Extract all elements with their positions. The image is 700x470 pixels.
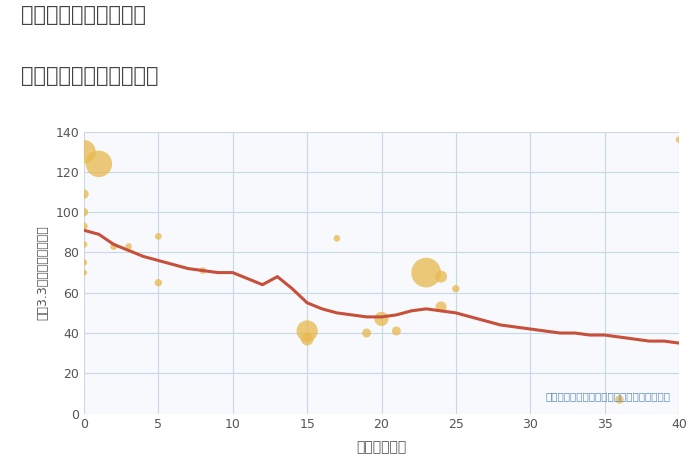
Point: [391, 327, 402, 335]
Point: [93, 160, 104, 168]
Point: [302, 327, 313, 335]
Point: [435, 273, 447, 281]
Text: 愛知県小牧市小木西の: 愛知県小牧市小木西の: [21, 5, 146, 25]
Point: [331, 235, 342, 242]
Point: [123, 243, 134, 250]
Text: 築年数別中古戸建て価格: 築年数別中古戸建て価格: [21, 66, 158, 86]
Point: [421, 269, 432, 276]
Point: [302, 335, 313, 343]
Y-axis label: 坪（3.3㎡）単価（万円）: 坪（3.3㎡）単価（万円）: [36, 225, 50, 320]
Point: [78, 241, 90, 248]
Point: [78, 259, 90, 266]
Point: [197, 267, 209, 274]
Text: 円の大きさは、取引のあった物件面積を示す: 円の大きさは、取引のあった物件面積を示す: [545, 391, 670, 401]
Point: [78, 222, 90, 230]
Point: [153, 279, 164, 286]
Point: [78, 269, 90, 276]
Point: [435, 303, 447, 311]
Point: [614, 396, 625, 403]
Point: [361, 329, 372, 337]
Point: [78, 208, 90, 216]
Point: [78, 148, 90, 156]
Point: [376, 315, 387, 323]
Point: [78, 190, 90, 198]
Point: [450, 285, 461, 292]
Point: [673, 136, 685, 143]
X-axis label: 築年数（年）: 築年数（年）: [356, 440, 407, 454]
Point: [153, 233, 164, 240]
Point: [108, 243, 119, 250]
